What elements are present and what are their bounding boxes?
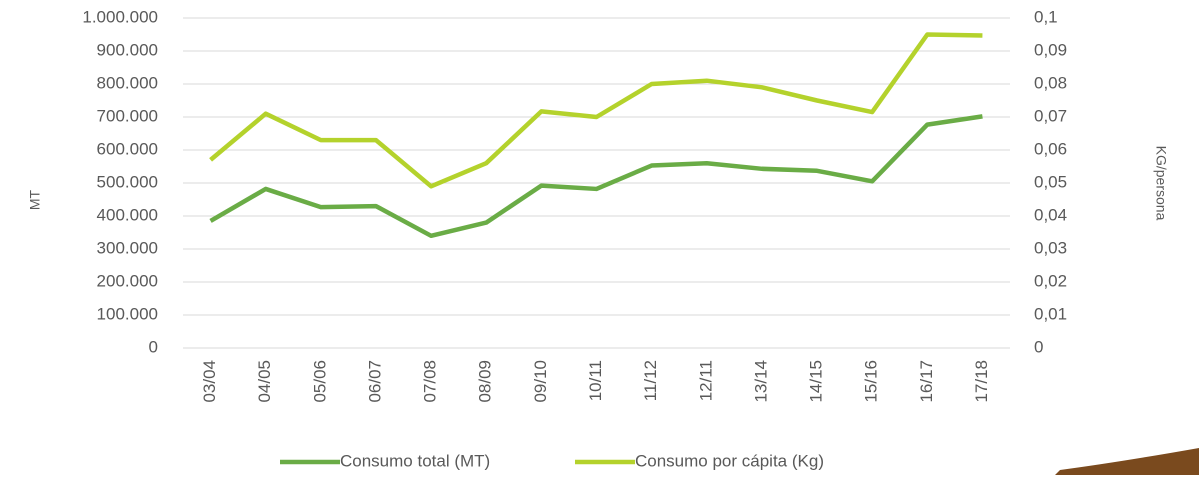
y2-tick-label: 0,02 (1034, 271, 1067, 290)
y2-tick-label: 0,01 (1034, 304, 1067, 323)
y-tick-label: 500.000 (97, 172, 158, 191)
y-tick-label: 1.000.000 (82, 7, 158, 26)
y2-tick-label: 0,06 (1034, 139, 1067, 158)
y2-tick-label: 0 (1034, 337, 1043, 356)
x-tick-label: 15/16 (862, 360, 881, 403)
x-tick-label: 06/07 (365, 360, 384, 403)
y2-tick-label: 0,03 (1034, 238, 1067, 257)
series-line (209, 114, 983, 239)
y-tick-label: 900.000 (97, 40, 158, 59)
y-tick-label: 100.000 (97, 304, 158, 323)
x-tick-label: 12/11 (696, 360, 715, 401)
x-tick-label: 10/11 (586, 360, 605, 401)
legend-label: Consumo total (MT) (340, 451, 490, 470)
y2-tick-label: 0,05 (1034, 172, 1067, 191)
x-tick-label: 13/14 (751, 360, 770, 403)
y2-tick-label: 0,08 (1034, 73, 1067, 92)
x-tick-label: 14/15 (807, 360, 826, 403)
y-tick-label: 800.000 (97, 73, 158, 92)
y2-tick-label: 0,04 (1034, 205, 1067, 224)
decoration (1055, 448, 1199, 475)
x-tick-label: 09/10 (531, 360, 550, 403)
y2-tick-label: 0,09 (1034, 40, 1067, 59)
x-tick-label: 17/18 (972, 360, 991, 403)
x-tick-label: 04/05 (255, 360, 274, 403)
legend-label: Consumo por cápita (Kg) (635, 451, 824, 470)
x-tick-label: 08/09 (476, 360, 495, 403)
y-tick-label: 300.000 (97, 238, 158, 257)
x-tick-label: 05/06 (310, 360, 329, 403)
y-tick-label: 200.000 (97, 271, 158, 290)
y2-tick-label: 0,07 (1034, 106, 1067, 125)
y-tick-label: 600.000 (97, 139, 158, 158)
x-tick-label: 16/17 (917, 360, 936, 403)
x-tick-label: 07/08 (421, 360, 440, 403)
y-axis-title: MT (27, 189, 43, 210)
y2-axis-title: KG/persona (1153, 146, 1169, 221)
y2-tick-label: 0,1 (1034, 7, 1058, 26)
y-tick-label: 0 (149, 337, 158, 356)
x-tick-label: 03/04 (200, 360, 219, 403)
y-tick-label: 400.000 (97, 205, 158, 224)
series-line (209, 32, 983, 189)
x-tick-label: 11/12 (641, 360, 660, 401)
y-tick-label: 700.000 (97, 106, 158, 125)
